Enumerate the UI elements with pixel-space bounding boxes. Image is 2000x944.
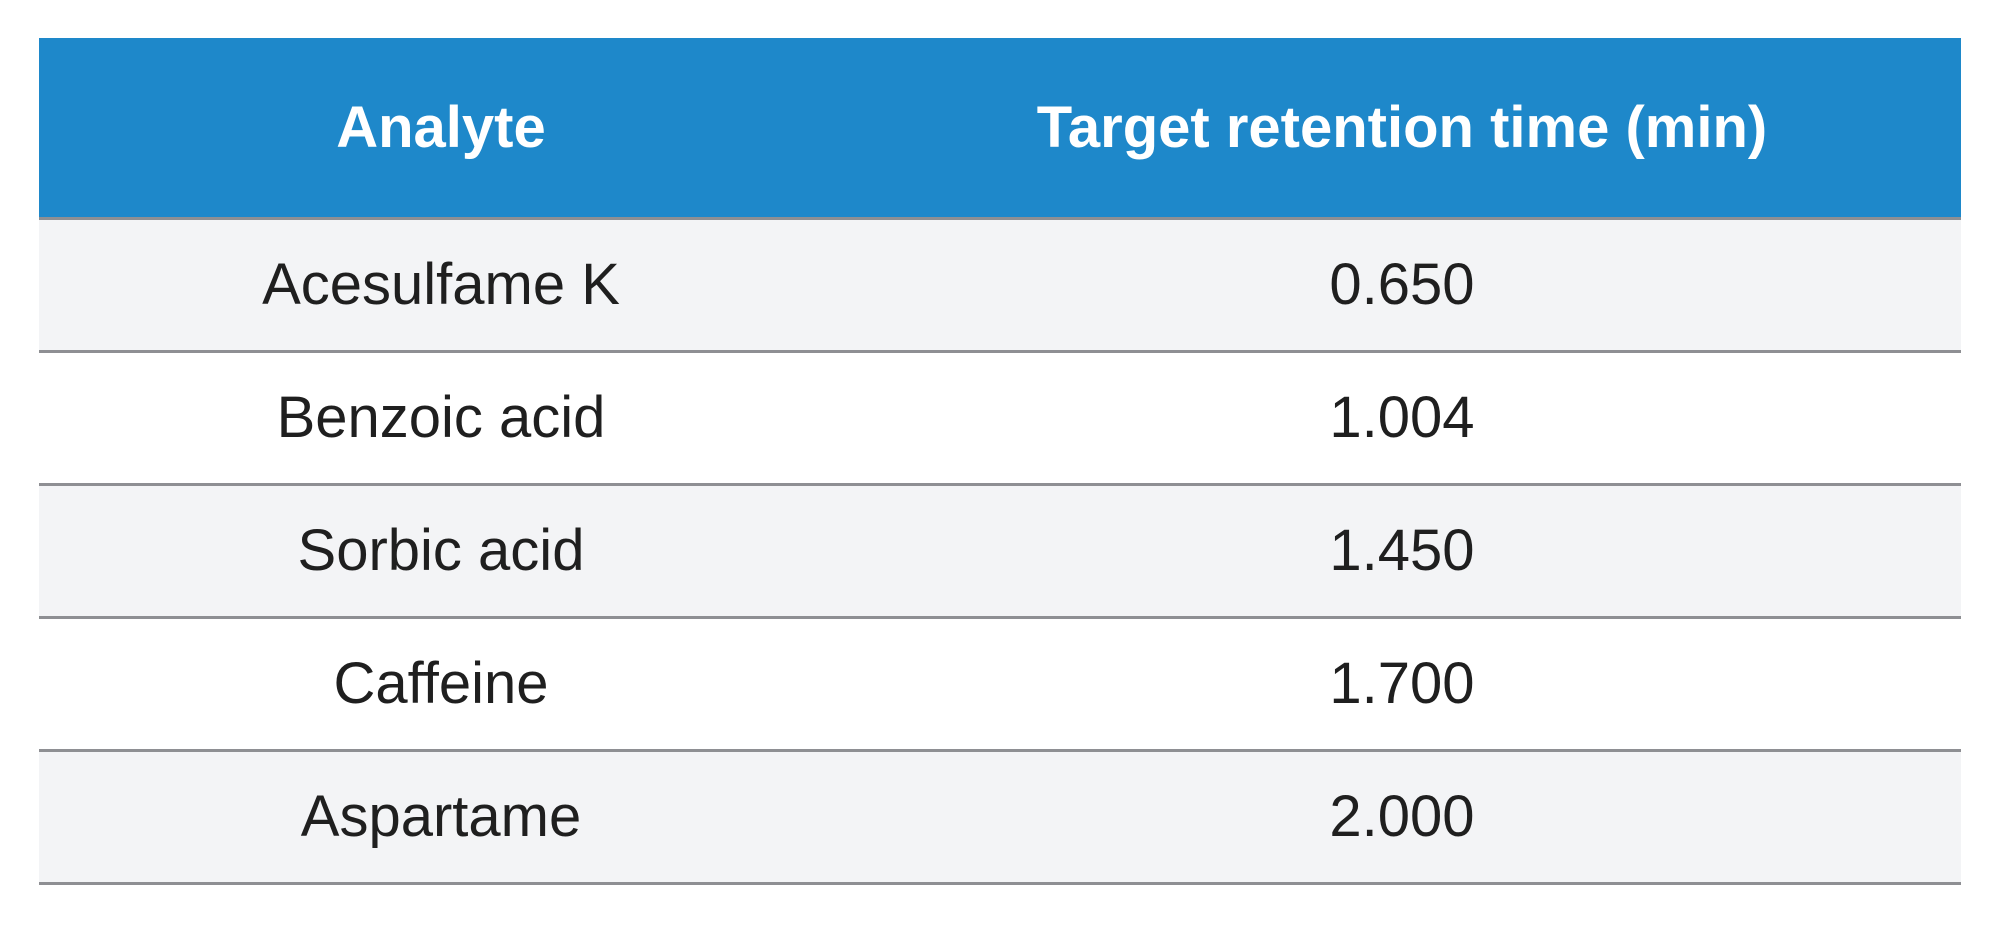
table-row: Sorbic acid 1.450	[39, 484, 1961, 619]
retention-time-cell: 1.450	[843, 484, 1961, 619]
retention-time-cell: 2.000	[843, 750, 1961, 885]
header-row: Analyte Target retention time (min)	[39, 38, 1961, 220]
analyte-cell: Sorbic acid	[39, 484, 843, 619]
retention-time-table: Analyte Target retention time (min) Aces…	[39, 38, 1961, 885]
retention-time-cell: 1.700	[843, 617, 1961, 752]
retention-time-table-container: Analyte Target retention time (min) Aces…	[39, 38, 1961, 885]
column-header-analyte: Analyte	[39, 38, 843, 220]
analyte-cell: Aspartame	[39, 750, 843, 885]
analyte-cell: Acesulfame K	[39, 218, 843, 353]
table-row: Caffeine 1.700	[39, 617, 1961, 752]
table-row: Acesulfame K 0.650	[39, 218, 1961, 353]
retention-time-cell: 1.004	[843, 351, 1961, 486]
table-row: Aspartame 2.000	[39, 750, 1961, 885]
table-header: Analyte Target retention time (min)	[39, 38, 1961, 220]
analyte-cell: Caffeine	[39, 617, 843, 752]
retention-time-cell: 0.650	[843, 218, 1961, 353]
analyte-cell: Benzoic acid	[39, 351, 843, 486]
table-body: Acesulfame K 0.650 Benzoic acid 1.004 So…	[39, 218, 1961, 885]
table-row: Benzoic acid 1.004	[39, 351, 1961, 486]
column-header-retention-time: Target retention time (min)	[843, 38, 1961, 220]
